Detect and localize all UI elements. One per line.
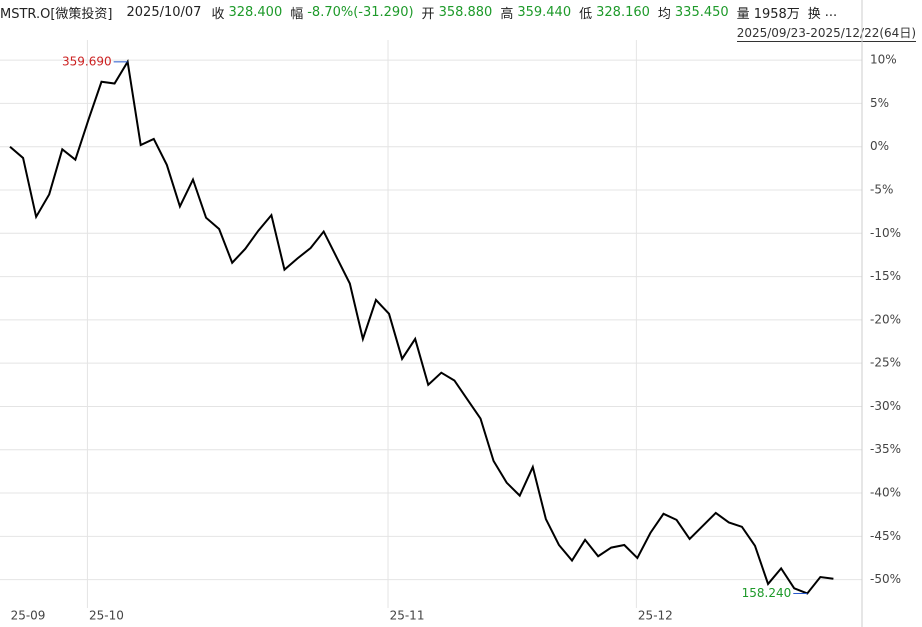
x-tick-label: 25-11 xyxy=(390,609,425,623)
field-label: 高 xyxy=(500,6,514,22)
field-value: 1958万 xyxy=(753,6,800,22)
y-tick-label: -25% xyxy=(870,356,901,370)
high-label: 359.690 xyxy=(62,54,112,68)
field-label: 幅 xyxy=(290,6,304,22)
y-tick-label: -15% xyxy=(870,269,901,283)
field-label: 开 xyxy=(421,6,435,22)
price-line xyxy=(9,58,834,595)
y-tick-label: 10% xyxy=(870,53,897,67)
field-label: 换 xyxy=(807,6,821,22)
y-tick-label: -20% xyxy=(870,312,901,326)
date-range[interactable]: 2025/09/23-2025/12/22(64日) xyxy=(736,26,916,42)
field-label: 均 xyxy=(657,6,671,22)
y-tick-label: 5% xyxy=(870,96,889,110)
field-label: 收 xyxy=(211,6,225,22)
x-tick-label: 25-12 xyxy=(638,609,673,623)
field-value: 358.880 xyxy=(438,4,493,20)
x-tick-label: 25-10 xyxy=(89,609,124,623)
symbol: MSTR.O[微策投资] xyxy=(0,6,113,22)
low-label: 158.240 xyxy=(742,586,792,600)
y-tick-label: -40% xyxy=(870,486,901,500)
field-value: 328.400 xyxy=(228,4,283,20)
field-label: 量 xyxy=(736,6,750,22)
field-value: 328.160 xyxy=(596,4,650,20)
y-tick-label: 0% xyxy=(870,139,889,153)
y-tick-label: -30% xyxy=(870,399,901,413)
y-tick-label: -10% xyxy=(870,226,901,240)
y-tick-label: -50% xyxy=(870,572,901,586)
field-value: ... xyxy=(824,4,838,20)
field-value: 359.440 xyxy=(517,4,572,20)
y-tick-label: -35% xyxy=(870,442,901,456)
header: MSTR.O[微策投资] 2025/10/07 收 328.400 幅 -8.70%(-3… xyxy=(0,0,922,24)
y-tick-label: -5% xyxy=(870,182,893,196)
field-value: 335.450 xyxy=(674,4,729,20)
x-tick-label: 25-09 xyxy=(11,609,46,623)
field-value: -8.70%(-31.290) xyxy=(307,4,414,20)
date: 2025/10/07 xyxy=(126,4,202,20)
y-tick-label: -45% xyxy=(870,529,901,543)
field-label: 低 xyxy=(579,6,593,22)
